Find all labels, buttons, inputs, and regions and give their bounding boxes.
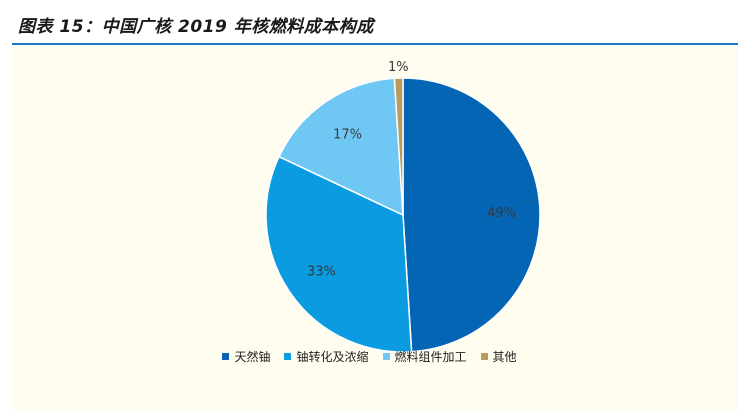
legend-swatch-2	[284, 352, 292, 360]
pie-slice-2	[265, 155, 413, 353]
pie-chart: 49% 33% 17% 1%	[265, 60, 541, 353]
pie-label-2: 33%	[307, 264, 336, 279]
legend-item-4: 其他	[480, 348, 517, 365]
legend-label-1: 天然铀	[234, 349, 271, 364]
chart-legend: 天然铀 铀转化及浓缩 燃料组件加工 其他	[0, 346, 739, 366]
legend-swatch-1	[222, 352, 230, 360]
pie-slice-4	[393, 77, 404, 216]
pie-label-3: 17%	[333, 127, 362, 142]
legend-item-2: 铀转化及浓缩	[284, 348, 369, 365]
legend-swatch-3	[382, 352, 390, 360]
pie-label-4: 1%	[388, 60, 409, 75]
legend-swatch-4	[480, 352, 488, 360]
header-rule	[12, 43, 738, 45]
legend-label-3: 燃料组件加工	[394, 349, 467, 364]
legend-item-1: 天然铀	[222, 348, 270, 365]
legend-label-2: 铀转化及浓缩	[296, 349, 369, 364]
legend-item-3: 燃料组件加工	[382, 348, 467, 365]
chart-panel: 49% 33% 17% 1%	[12, 46, 738, 412]
figure-header: 图表 15：中国广核 2019 年核燃料成本构成	[0, 0, 739, 44]
pie-slice-3	[278, 77, 404, 217]
pie-label-1: 49%	[487, 206, 516, 221]
pie-slice-1	[402, 77, 541, 353]
figure-title: 图表 15：中国广核 2019 年核燃料成本构成	[18, 17, 374, 37]
legend-label-4: 其他	[492, 349, 517, 364]
